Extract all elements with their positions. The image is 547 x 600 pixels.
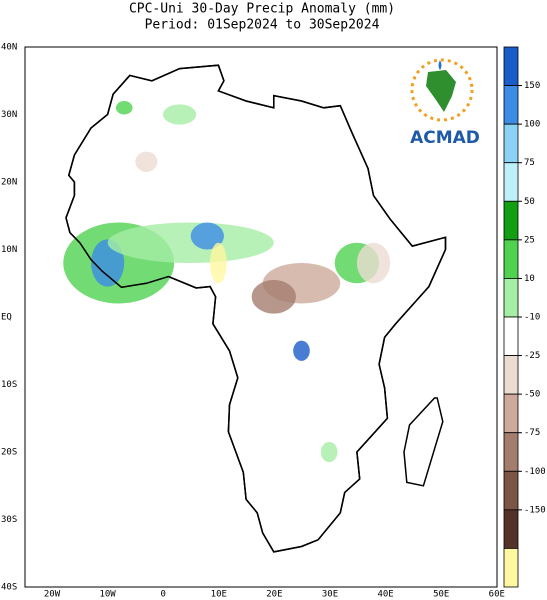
lon-label: 40E bbox=[377, 590, 393, 600]
colorbar-label: 75 bbox=[524, 158, 535, 168]
anomaly-patch bbox=[293, 340, 310, 361]
title-line: CPC-Uni 30-Day Precip Anomaly (mm) bbox=[129, 2, 395, 17]
colorbar-label: -50 bbox=[524, 390, 540, 400]
anomaly-patch bbox=[107, 222, 274, 263]
anomaly-patch bbox=[190, 222, 224, 250]
colorbar-swatch bbox=[503, 200, 519, 241]
colorbar-swatch bbox=[503, 239, 519, 279]
lon-label: 10E bbox=[211, 590, 227, 600]
colorbar-swatch bbox=[503, 123, 519, 164]
map-layer bbox=[63, 64, 447, 553]
logo: ACMAD bbox=[410, 58, 480, 148]
lon-label: 10W bbox=[99, 590, 116, 600]
colorbar-swatch bbox=[503, 432, 519, 472]
lat-label: 20N bbox=[1, 178, 17, 188]
anomaly-patch bbox=[135, 151, 158, 172]
colorbar-label: -25 bbox=[524, 351, 540, 361]
colorbar-label: 150 bbox=[524, 81, 540, 91]
colorbar-swatch bbox=[503, 316, 519, 356]
madagascar-outline bbox=[403, 397, 444, 487]
lon-label: 30E bbox=[322, 590, 338, 600]
colorbar-swatch bbox=[503, 278, 519, 318]
colorbar-swatch bbox=[503, 548, 519, 588]
lon-label: 50E bbox=[433, 590, 449, 600]
colorbar-swatch bbox=[503, 393, 519, 434]
lat-label: 30N bbox=[1, 110, 17, 120]
colorbar-swatch bbox=[503, 162, 519, 202]
anomaly-patch bbox=[356, 242, 391, 284]
colorbar-swatch bbox=[503, 509, 519, 549]
colorbar-label: -100 bbox=[524, 467, 546, 477]
logo-text: ACMAD bbox=[410, 128, 480, 148]
lon-label: 0 bbox=[160, 590, 165, 600]
anomaly-patch bbox=[251, 279, 296, 314]
anomaly-patch bbox=[320, 441, 338, 463]
anomaly-patch bbox=[115, 101, 133, 115]
colorbar-label: -150 bbox=[524, 505, 546, 515]
colorbar-label: 100 bbox=[524, 120, 540, 130]
colorbar-label: -75 bbox=[524, 428, 540, 438]
colorbar-swatch bbox=[503, 470, 519, 511]
lat-label: 40S bbox=[1, 583, 17, 593]
lon-label: 60E bbox=[489, 590, 505, 600]
colorbar-swatch bbox=[503, 46, 519, 86]
lat-label: 40N bbox=[1, 43, 17, 53]
title-line: Period: 01Sep2024 to 30Sep2024 bbox=[145, 18, 380, 33]
lat-label: 10S bbox=[1, 380, 17, 390]
colorbar-label: -10 bbox=[524, 313, 540, 323]
lon-label: 20W bbox=[44, 590, 61, 600]
lat-label: 30S bbox=[1, 515, 17, 525]
lat-label: EQ bbox=[1, 313, 12, 323]
colorbar: 150 100 75 50 25 10 -10 -25 -50 -75 -100 -150 bbox=[503, 46, 546, 588]
anomaly-patch bbox=[210, 242, 227, 284]
lat-label: 10N bbox=[1, 245, 17, 255]
colorbar-label: 10 bbox=[524, 274, 535, 284]
colorbar-swatch bbox=[503, 355, 519, 395]
africa-border bbox=[65, 64, 447, 553]
colorbar-label: 25 bbox=[524, 235, 535, 245]
colorbar-swatch bbox=[503, 85, 519, 125]
lon-label: 20E bbox=[266, 590, 282, 600]
lat-label: 20S bbox=[1, 448, 17, 458]
colorbar-label: 50 bbox=[524, 197, 535, 207]
anomaly-patch bbox=[163, 104, 197, 125]
